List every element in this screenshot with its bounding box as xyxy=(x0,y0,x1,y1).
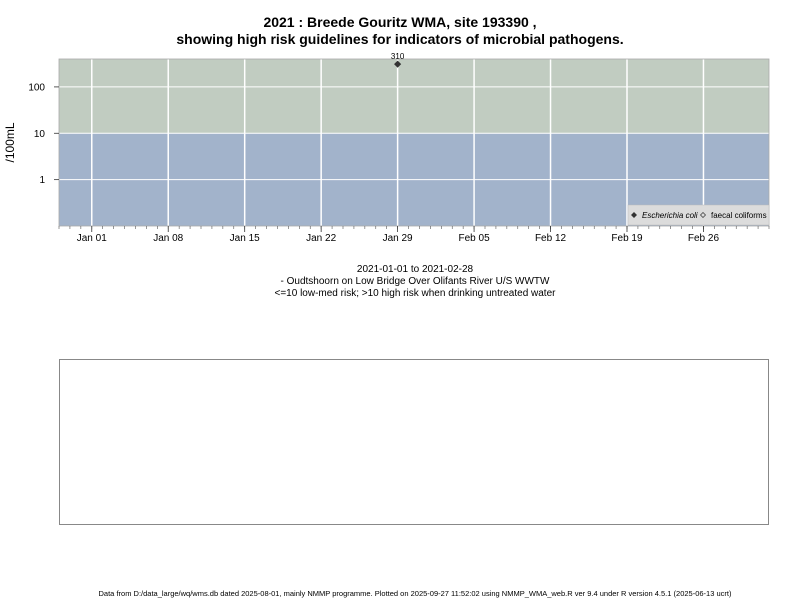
legend-marker-0 xyxy=(631,212,637,218)
plot-frame xyxy=(58,58,770,227)
chart-title-line1: 2021 : Breede Gouritz WMA, site 193390 , xyxy=(263,14,537,30)
x-tick-label-5: Feb 05 xyxy=(459,233,491,244)
empty-plot-panel xyxy=(59,359,769,525)
legend-box xyxy=(627,204,770,226)
legend-marker-1 xyxy=(700,212,706,218)
data-point-0-0 xyxy=(394,60,402,68)
x-tick-label-4: Jan 29 xyxy=(383,233,413,244)
risk-band-0 xyxy=(59,59,769,134)
x-tick-label-6: Feb 12 xyxy=(535,233,567,244)
caption-date-range: 2021-01-01 to 2021-02-28 xyxy=(356,264,474,275)
y-axis-label: /100mL xyxy=(3,122,17,162)
x-tick-label-1: Jan 08 xyxy=(153,233,183,244)
x-tick-label-2: Jan 15 xyxy=(230,233,260,244)
caption-location: - Oudtshoorn on Low Bridge Over Olifants… xyxy=(280,276,550,287)
caption-risk-note: <=10 low-med risk; >10 high risk when dr… xyxy=(274,288,556,299)
y-tick-label-2: 100 xyxy=(28,82,45,93)
legend-label-1: faecal coliforms xyxy=(711,211,767,220)
footer-note: Data from D:/data_large/wq/wms.db dated … xyxy=(98,589,732,598)
y-tick-label-1: 10 xyxy=(34,129,46,140)
data-label-0-0: 310 xyxy=(391,52,405,61)
y-tick-label-0: 1 xyxy=(39,175,45,186)
chart-plot: Jan 01 Jan 08 Jan 15 Jan 22 Jan 29 Feb 05 Feb … xyxy=(3,52,770,244)
legend-label-0: Escherichia coli xyxy=(642,211,698,220)
x-tick-label-7: Feb 19 xyxy=(611,233,643,244)
x-tick-label-8: Feb 26 xyxy=(688,233,720,244)
chart-title-line2: showing high risk guidelines for indicat… xyxy=(176,31,624,47)
x-tick-label-3: Jan 22 xyxy=(306,233,336,244)
x-tick-label-0: Jan 01 xyxy=(77,233,107,244)
